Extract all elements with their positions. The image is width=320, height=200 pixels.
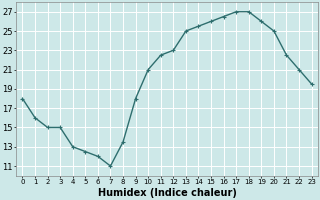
X-axis label: Humidex (Indice chaleur): Humidex (Indice chaleur) xyxy=(98,188,236,198)
